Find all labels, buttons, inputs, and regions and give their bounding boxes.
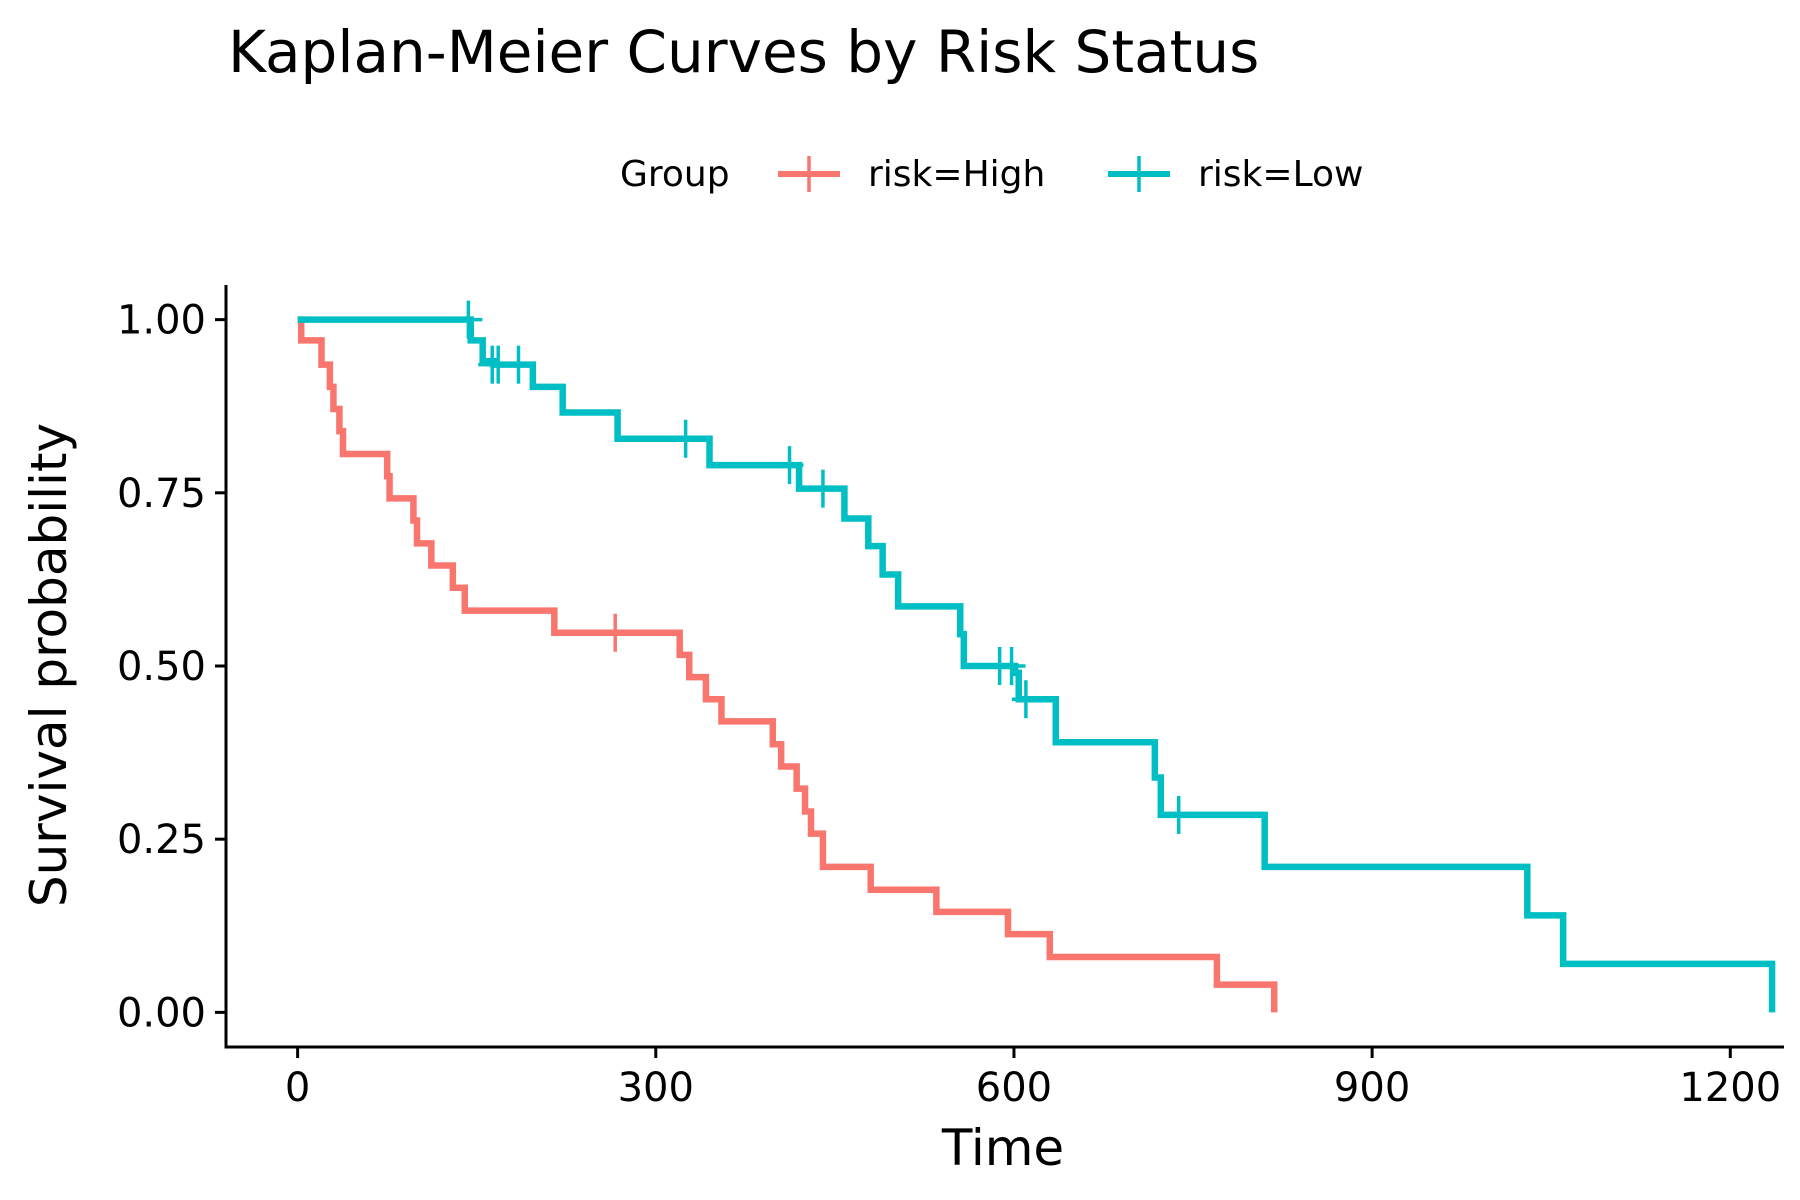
censor-mark-risk-low bbox=[808, 469, 837, 508]
x-tick-label: 0 bbox=[285, 1065, 310, 1111]
y-tick-label: 0.00 bbox=[117, 990, 206, 1036]
censor-mark-risk-high bbox=[601, 613, 630, 652]
y-axis-title: Survival probability bbox=[20, 423, 78, 907]
chart-title: Kaplan-Meier Curves by Risk Status bbox=[228, 18, 1259, 86]
legend-label-high: risk=High bbox=[868, 154, 1045, 195]
plot-area bbox=[297, 300, 1776, 1013]
legend-title: Group bbox=[620, 154, 730, 195]
legend-label-low: risk=Low bbox=[1198, 154, 1363, 195]
axes: 0 300 600 900 1200 0.00 0.25 0.50 0.75 1.00 bbox=[117, 285, 1784, 1111]
censor-mark-risk-low bbox=[775, 446, 804, 485]
x-tick-label: 1200 bbox=[1679, 1065, 1781, 1111]
y-tick-label: 1.00 bbox=[117, 298, 206, 344]
y-tick-label: 0.75 bbox=[117, 471, 206, 517]
censor-mark-risk-low bbox=[1164, 795, 1193, 834]
censor-mark-risk-low bbox=[997, 647, 1026, 685]
x-tick-label: 300 bbox=[618, 1065, 694, 1111]
y-tick-label: 0.25 bbox=[117, 817, 206, 863]
x-tick-label: 600 bbox=[976, 1065, 1052, 1111]
survival-curve-risk-high bbox=[297, 316, 1278, 1013]
x-axis-title: Time bbox=[941, 1119, 1064, 1177]
y-tick-label: 0.50 bbox=[117, 644, 206, 690]
legend: Group risk=High risk=Low bbox=[620, 154, 1363, 195]
censor-mark-risk-low bbox=[504, 345, 533, 384]
censor-mark-risk-low bbox=[1011, 680, 1040, 719]
censor-mark-risk-low bbox=[671, 419, 700, 458]
survival-curve-risk-low bbox=[297, 316, 1776, 1013]
censor-mark-risk-low bbox=[454, 300, 483, 339]
x-tick-label: 900 bbox=[1334, 1065, 1410, 1111]
